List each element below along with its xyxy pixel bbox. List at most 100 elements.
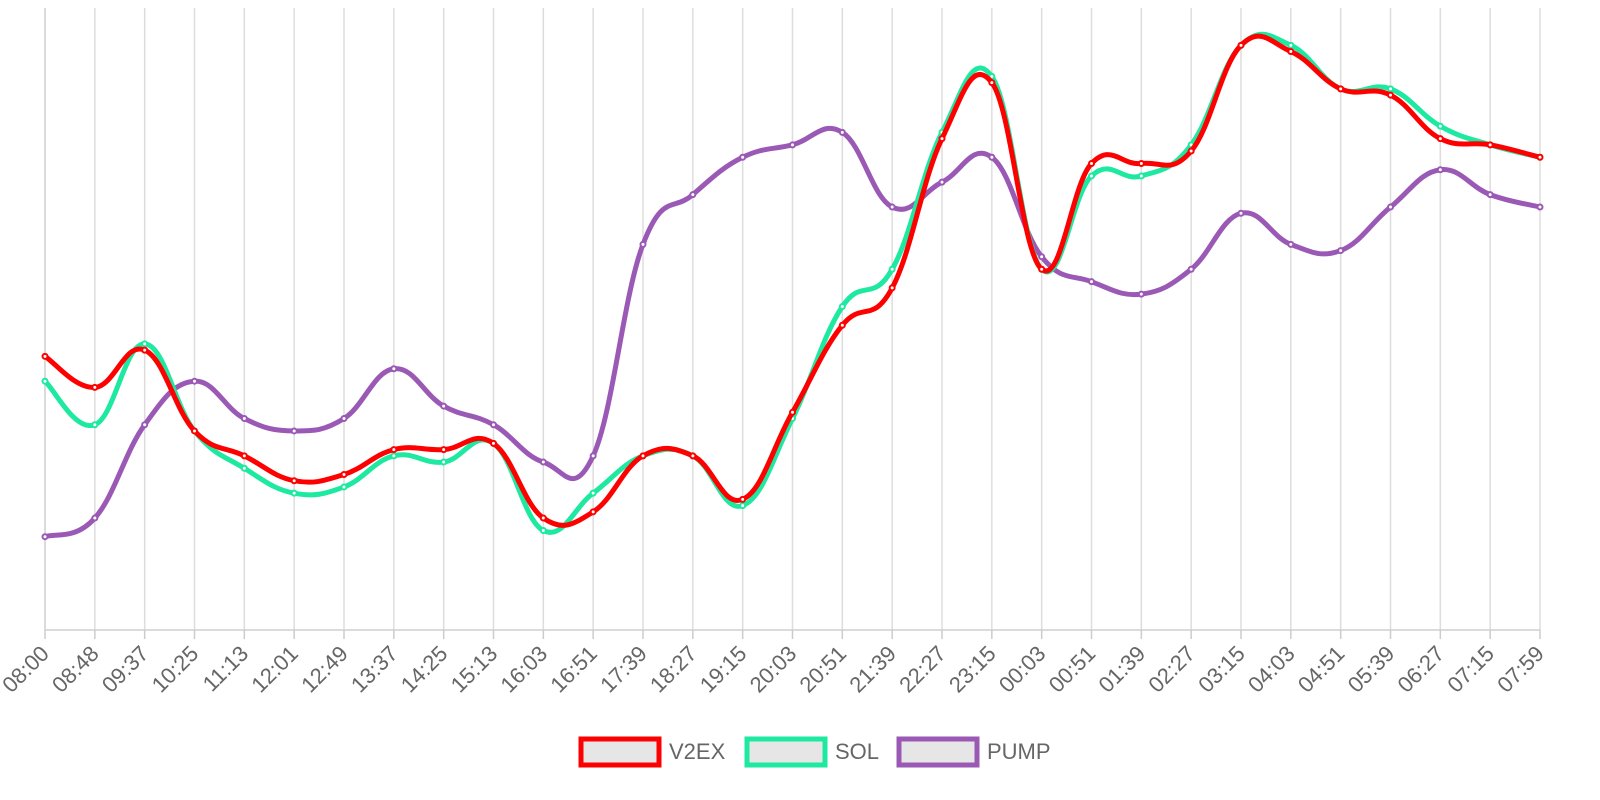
data-point-pump (240, 415, 248, 423)
legend: V2EX SOL PUMP (578, 736, 1051, 768)
x-tick-label: 10:25 (147, 641, 204, 698)
x-tick-label: 14:25 (396, 641, 453, 698)
data-point-sol (838, 303, 846, 311)
data-point-pump (1287, 240, 1295, 248)
data-point-sol (888, 265, 896, 273)
data-point-sol (390, 452, 398, 460)
data-point-pump (589, 452, 597, 460)
data-point-v2ex (1137, 160, 1145, 167)
data-point-v2ex (41, 352, 49, 360)
data-point-sol (340, 483, 348, 491)
data-point-v2ex (838, 321, 846, 329)
legend-swatch-sol (744, 736, 828, 768)
x-tick-label: 06:27 (1393, 641, 1450, 698)
x-tick-label: 16:03 (496, 641, 553, 698)
data-point-v2ex (1387, 91, 1394, 99)
data-point-sol (240, 464, 248, 472)
data-point-v2ex (490, 439, 497, 447)
data-point-v2ex (639, 452, 647, 460)
series-layer (41, 31, 1544, 541)
data-point-pump (838, 128, 846, 136)
x-tick-label: 13:37 (346, 641, 403, 698)
x-tick-label: 01:39 (1094, 641, 1151, 698)
data-point-sol (739, 502, 747, 510)
data-point-pump (390, 365, 398, 373)
x-tick-label: 15:13 (446, 641, 503, 698)
x-tick-label: 22:27 (894, 641, 951, 698)
x-tick-label: 18:27 (645, 641, 702, 698)
data-point-v2ex (988, 79, 996, 87)
data-point-pump (888, 203, 896, 211)
data-point-sol (141, 340, 149, 348)
x-tick-label: 16:51 (545, 641, 602, 698)
legend-item-sol[interactable]: SOL (744, 736, 879, 768)
data-point-pump (490, 421, 497, 429)
data-point-pump (91, 514, 99, 522)
data-point-pump (1486, 191, 1494, 199)
data-point-pump (141, 421, 149, 429)
series-line-v2ex (42, 33, 1543, 528)
legend-swatch-pump (896, 736, 980, 768)
data-point-pump (41, 533, 49, 541)
legend-swatch-v2ex (578, 736, 662, 768)
data-point-pump (639, 240, 647, 248)
data-point-sol (589, 489, 597, 497)
data-point-sol (290, 489, 298, 497)
data-point-v2ex (1038, 265, 1046, 273)
series-pump (41, 125, 1544, 541)
data-point-pump (1237, 209, 1245, 217)
data-point-sol (41, 377, 49, 385)
x-tick-label: 11:13 (198, 641, 253, 696)
data-point-pump (1387, 203, 1394, 211)
data-point-pump (1088, 278, 1095, 286)
data-point-pump (1536, 203, 1544, 211)
legend-item-v2ex[interactable]: V2EX (578, 736, 726, 768)
x-tick-label: 23:15 (944, 641, 1001, 698)
x-axis: 08:0008:4809:3710:2511:1312:0112:4913:37… (0, 629, 1549, 698)
data-point-v2ex (390, 446, 398, 454)
x-tick-label: 08:48 (47, 641, 104, 698)
data-point-sol (440, 458, 448, 466)
x-tick-label: 04:03 (1243, 641, 1300, 698)
x-tick-label: 12:49 (296, 641, 353, 698)
data-point-v2ex (340, 471, 348, 478)
data-point-v2ex (539, 514, 547, 522)
x-tick-label: 00:03 (994, 641, 1051, 698)
data-point-pump (938, 178, 946, 186)
data-point-v2ex (1486, 141, 1494, 149)
data-point-v2ex (689, 452, 697, 460)
data-point-v2ex (589, 508, 597, 516)
data-point-pump (988, 153, 996, 161)
legend-item-pump[interactable]: PUMP (896, 736, 1051, 768)
data-point-v2ex (240, 452, 248, 460)
data-point-pump (1038, 253, 1046, 261)
x-tick-label: 04:51 (1293, 641, 1350, 698)
x-tick-label: 09:37 (97, 641, 154, 698)
data-point-v2ex (888, 284, 896, 292)
data-point-sol (1088, 172, 1095, 180)
data-point-pump (1337, 247, 1345, 255)
data-point-pump (689, 191, 697, 199)
x-tick-label: 08:00 (0, 641, 54, 698)
data-point-v2ex (191, 427, 198, 435)
data-point-pump (1137, 290, 1145, 298)
x-tick-label: 19:15 (695, 641, 752, 698)
data-point-pump (340, 415, 348, 423)
x-tick-label: 12:01 (246, 641, 303, 698)
data-point-v2ex (91, 383, 99, 391)
x-tick-label: 20:51 (795, 641, 852, 698)
x-tick-label: 02:27 (1143, 641, 1200, 698)
data-point-v2ex (1187, 147, 1195, 155)
x-tick-label: 07:59 (1492, 641, 1549, 698)
x-tick-label: 03:15 (1193, 641, 1250, 698)
data-point-pump (539, 458, 547, 466)
x-tick-label: 20:03 (745, 641, 802, 698)
data-point-pump (440, 402, 448, 410)
data-point-sol (1137, 172, 1145, 180)
data-point-v2ex (1536, 153, 1544, 161)
legend-label-sol: SOL (835, 739, 879, 764)
data-point-v2ex (739, 495, 747, 503)
data-point-v2ex (789, 408, 796, 416)
data-point-v2ex (938, 135, 946, 143)
